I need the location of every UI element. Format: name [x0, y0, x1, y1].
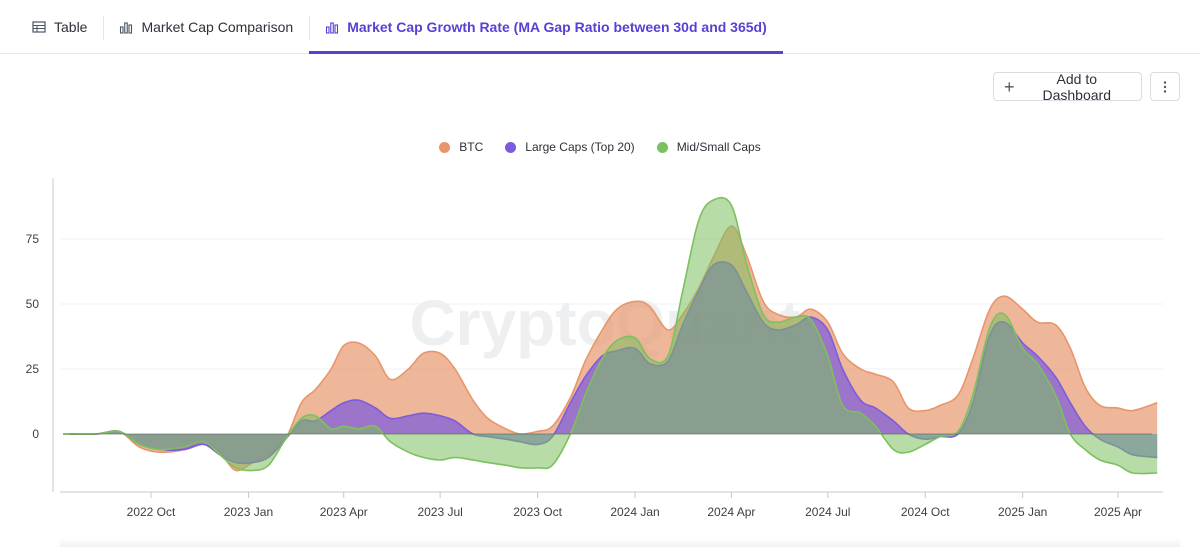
tab-market-cap-growth-rate-label: Market Cap Growth Rate (MA Gap Ratio bet… — [347, 18, 767, 35]
tab-table[interactable]: Table — [0, 0, 103, 53]
legend-dot-mid-small-caps — [656, 141, 668, 153]
x-tick-label-0: 2022 Oct — [127, 505, 176, 519]
legend-dot-btc — [439, 141, 451, 153]
x-tick-label-10: 2025 Apr — [1094, 505, 1142, 519]
x-tick-label-4: 2023 Oct — [513, 505, 562, 519]
add-to-dashboard-label: Add to Dashboard — [1042, 70, 1112, 103]
legend-item-mid-small-caps[interactable]: Mid/Small Caps — [656, 140, 761, 154]
tab-market-cap-comparison[interactable]: Market Cap Comparison — [103, 0, 309, 53]
y-tick-label-75: 75 — [26, 232, 40, 246]
more-options-button[interactable] — [1150, 72, 1180, 101]
x-tick-label-6: 2024 Apr — [707, 505, 755, 519]
tab-bar: Table Market Cap Comparison Market Cap G… — [0, 0, 1200, 54]
y-tick-label-0: 0 — [32, 427, 39, 441]
legend-label-mid-small-caps: Mid/Small Caps — [676, 140, 761, 154]
bar-chart-icon — [326, 21, 339, 34]
x-tick-label-3: 2023 Jul — [417, 505, 462, 519]
add-to-dashboard-button[interactable]: + Add to Dashboard — [993, 70, 1142, 103]
tab-market-cap-comparison-label: Market Cap Comparison — [141, 18, 294, 35]
legend-item-btc[interactable]: BTC — [439, 140, 483, 154]
bar-chart-icon — [120, 21, 133, 34]
x-tick-label-2: 2023 Apr — [320, 505, 368, 519]
panel-bottom-edge — [60, 538, 1180, 547]
chart-legend: BTC Large Caps (Top 20) Mid/Small Caps — [0, 140, 1200, 154]
x-tick-label-9: 2025 Jan — [998, 505, 1047, 519]
y-tick-label-25: 25 — [26, 362, 40, 376]
table-icon — [32, 20, 46, 33]
x-tick-label-1: 2023 Jan — [224, 505, 273, 519]
x-tick-label-5: 2024 Jan — [610, 505, 659, 519]
legend-item-large-caps[interactable]: Large Caps (Top 20) — [505, 140, 635, 154]
x-tick-label-7: 2024 Jul — [805, 505, 850, 519]
legend-dot-large-caps — [505, 141, 517, 153]
plus-icon: + — [1004, 76, 1015, 97]
legend-label-btc: BTC — [459, 140, 484, 154]
more-vertical-icon — [1163, 80, 1167, 93]
line-mid-small-caps — [63, 196, 1158, 475]
tab-market-cap-growth-rate[interactable]: Market Cap Growth Rate (MA Gap Ratio bet… — [309, 0, 783, 54]
chart-toolbar: + Add to Dashboard — [993, 70, 1180, 103]
y-tick-label-50: 50 — [26, 297, 40, 311]
x-tick-label-8: 2024 Oct — [901, 505, 950, 519]
tab-table-label: Table — [54, 18, 88, 35]
area-mid-small-caps — [63, 197, 1158, 474]
legend-label-large-caps: Large Caps (Top 20) — [525, 140, 635, 154]
